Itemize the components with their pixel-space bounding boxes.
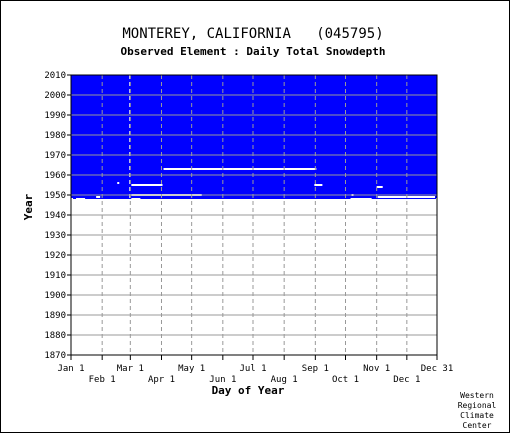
missing-segment [163,168,317,170]
missing-segment [76,198,86,200]
y-tick-label: 1980 [44,131,66,141]
x-tick-label-upper: Mar 1 [117,364,144,374]
x-tick-label-lower: Apr 1 [148,375,175,385]
x-tick-label-lower: Feb 1 [89,375,116,385]
missing-segment [376,186,383,188]
plot-grid-layer [67,74,438,360]
y-tick-label: 1890 [44,311,66,321]
x-tick-label-lower: Dec 1 [393,375,420,385]
plot-fill-layer [71,75,438,200]
x-tick-label-upper: Jul 1 [239,364,266,374]
missing-segment [131,198,141,200]
y-axis-label: Year [22,193,35,220]
y-tick-label: 1990 [44,111,66,121]
y-tick-label: 1960 [44,171,66,181]
x-tick-label-upper: Sep 1 [302,364,329,374]
missing-segment [377,196,435,198]
credit-line: Climate [460,411,494,420]
y-tick-label: 1970 [44,151,66,161]
chart-subtitle: Observed Element : Daily Total Snowdepth [121,45,386,58]
x-tick-label-upper: Nov 1 [363,364,390,374]
y-tick-label: 1900 [44,291,66,301]
x-tick-label-lower: Jun 1 [209,375,236,385]
x-tick-label-upper: Jan 1 [57,364,84,374]
y-tick-label: 1880 [44,331,66,341]
missing-segment [350,198,372,200]
y-tick-label: 1940 [44,211,66,221]
credit-line: Regional [458,401,497,410]
chart-title: MONTEREY, CALIFORNIA (045795) [122,26,383,42]
missing-segment [314,184,323,186]
tick-label-layer: 1870 1880 1890 1900 1910 1920 1930 1940 1950 1960… [44,71,453,385]
y-tick-label: 2010 [44,71,66,81]
credit-line: Western [460,391,494,400]
missing-segment [117,182,120,184]
y-tick-label: 1910 [44,271,66,281]
x-tick-label-lower: Oct 1 [332,375,359,385]
y-tick-label: 1920 [44,251,66,261]
y-tick-label: 2000 [44,91,66,101]
y-tick-label: 1950 [44,191,66,201]
x-tick-label-upper: Dec 31 [421,364,454,374]
x-tick-label-lower: Aug 1 [271,375,298,385]
y-tick-label: 1870 [44,351,66,361]
credit-line: Center [463,421,492,430]
x-tick-label-upper: May 1 [178,364,205,374]
plot-border [70,74,438,356]
missing-segment [71,198,74,200]
y-tick-label: 1930 [44,231,66,241]
data-coverage-block [71,75,437,199]
missing-segment [131,184,163,186]
missing-segment [96,196,101,198]
x-axis-label: Day of Year [212,384,285,397]
